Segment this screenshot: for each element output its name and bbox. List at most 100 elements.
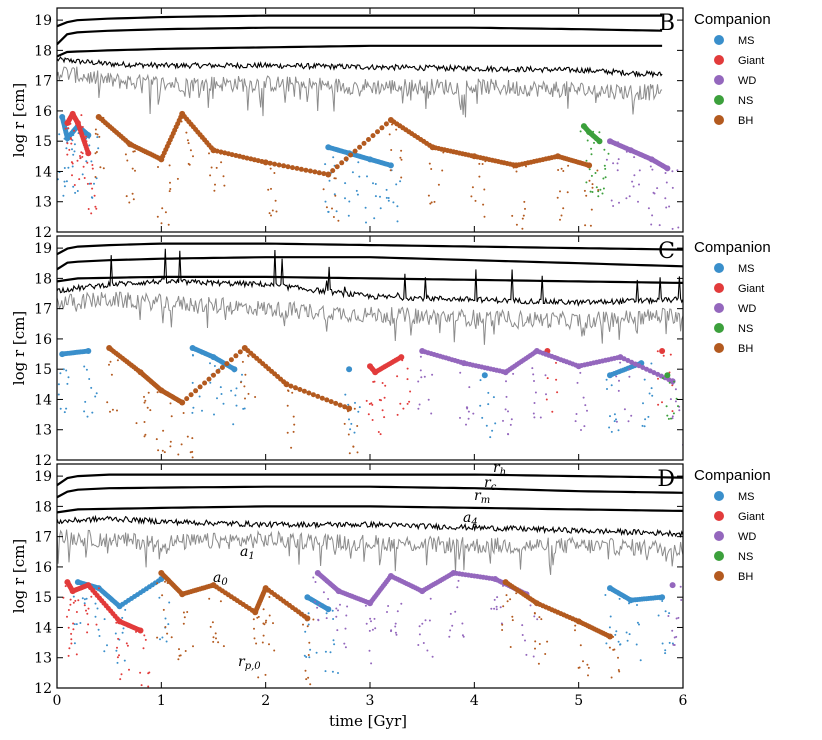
- data-point: [617, 656, 619, 659]
- data-point: [366, 137, 371, 142]
- data-point: [633, 174, 636, 177]
- data-point: [409, 390, 412, 393]
- data-point: [120, 673, 123, 676]
- data-point: [114, 632, 117, 635]
- data-point: [244, 397, 246, 400]
- data-point: [307, 168, 313, 174]
- data-point: [490, 607, 493, 610]
- data-point: [68, 123, 71, 126]
- data-point: [368, 649, 371, 652]
- data-point: [72, 622, 75, 625]
- data-point: [307, 598, 310, 601]
- data-point: [583, 425, 586, 428]
- data-point: [125, 195, 128, 198]
- legend-marker: [714, 571, 724, 581]
- data-point: [142, 647, 145, 650]
- data-point: [427, 398, 430, 401]
- data-point: [90, 595, 93, 598]
- data-point: [75, 611, 78, 613]
- data-point: [586, 409, 588, 412]
- legend-label: NS: [738, 323, 753, 335]
- data-point: [612, 205, 615, 207]
- data-point: [386, 611, 388, 613]
- data-point: [379, 433, 382, 436]
- data-point: [373, 380, 376, 383]
- data-point: [161, 449, 164, 452]
- y-tick-label: 16: [34, 104, 52, 120]
- data-point: [515, 223, 518, 226]
- data-point: [668, 612, 671, 615]
- legend-label: Giant: [738, 283, 764, 295]
- data-point: [209, 362, 211, 365]
- series-rm-line: [57, 275, 683, 284]
- data-point: [344, 646, 347, 649]
- data-point: [487, 403, 490, 406]
- data-point: [72, 601, 75, 604]
- data-point: [307, 612, 310, 615]
- data-point: [67, 376, 70, 379]
- annot-a0: a0: [213, 570, 228, 588]
- data-point: [215, 166, 218, 169]
- data-point: [68, 647, 71, 650]
- data-point: [228, 357, 234, 363]
- data-point: [396, 375, 399, 378]
- data-point: [595, 186, 598, 189]
- data-point: [579, 644, 582, 647]
- data-point: [116, 359, 119, 362]
- data-point: [285, 164, 291, 170]
- data-point: [84, 400, 87, 403]
- series-wd-points: [312, 570, 683, 665]
- data-point: [560, 214, 563, 217]
- data-point: [85, 160, 88, 163]
- data-point: [99, 166, 102, 169]
- data-point: [664, 372, 671, 379]
- data-point: [93, 591, 96, 594]
- data-point: [256, 616, 259, 619]
- series-rh-line: [57, 242, 683, 256]
- data-point: [643, 425, 646, 428]
- data-point: [479, 379, 482, 382]
- data-point: [625, 197, 628, 200]
- data-point: [337, 219, 340, 222]
- data-point: [65, 407, 68, 410]
- data-point: [164, 580, 166, 583]
- data-point: [501, 629, 504, 631]
- annot-a1: a1: [240, 544, 255, 562]
- data-point: [158, 579, 161, 582]
- data-point: [186, 611, 189, 613]
- data-point: [244, 155, 250, 161]
- data-point: [208, 597, 211, 600]
- data-point: [472, 412, 475, 415]
- data-point: [264, 621, 267, 624]
- data-point: [332, 618, 335, 620]
- data-point: [182, 461, 184, 463]
- data-point: [504, 408, 507, 411]
- data-point: [316, 170, 322, 176]
- data-point: [344, 627, 347, 630]
- data-point: [354, 401, 356, 404]
- data-point: [135, 422, 138, 425]
- data-point: [642, 402, 644, 405]
- data-point: [144, 433, 147, 436]
- panel-letter: D: [657, 467, 675, 492]
- data-point: [534, 647, 536, 650]
- data-point: [417, 644, 420, 646]
- panel-letter: B: [659, 11, 675, 36]
- data-point: [459, 416, 461, 419]
- data-point: [395, 183, 398, 186]
- data-point: [482, 203, 485, 206]
- data-point: [237, 349, 243, 355]
- data-point: [614, 633, 617, 636]
- data-point: [589, 224, 592, 227]
- data-point: [441, 169, 444, 172]
- data-point: [396, 610, 399, 613]
- data-point: [95, 207, 98, 210]
- data-point: [305, 656, 308, 658]
- data-point: [638, 169, 641, 172]
- data-point: [533, 615, 536, 618]
- data-point: [270, 187, 272, 190]
- data-point: [586, 162, 593, 169]
- data-point: [431, 655, 434, 658]
- data-point: [147, 391, 150, 394]
- y-axis-label: log r [cm]: [10, 83, 28, 157]
